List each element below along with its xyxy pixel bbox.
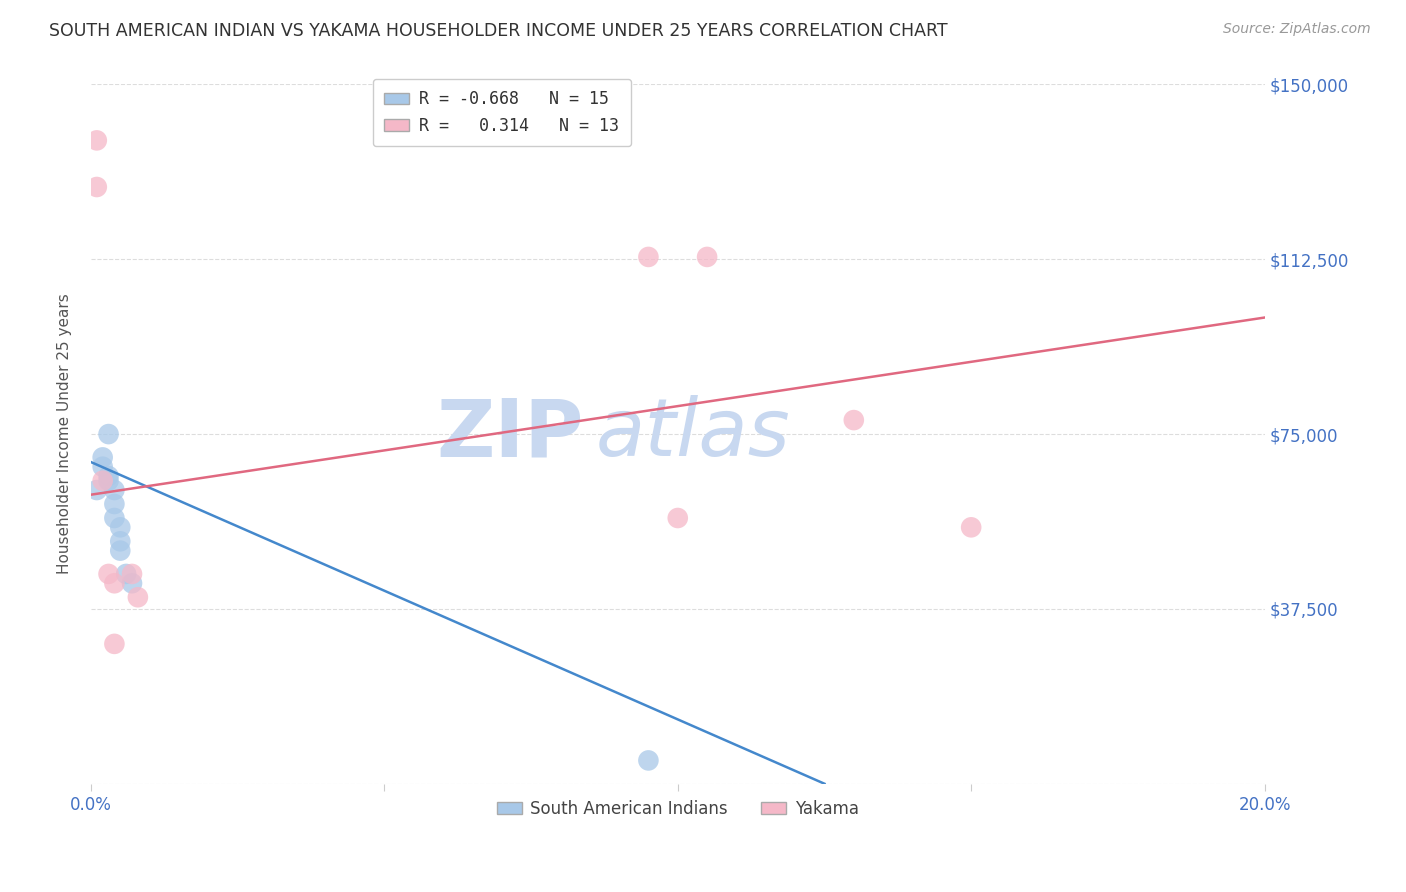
Y-axis label: Householder Income Under 25 years: Householder Income Under 25 years bbox=[58, 293, 72, 574]
Point bbox=[121, 576, 143, 591]
Point bbox=[91, 450, 114, 465]
Point bbox=[91, 459, 114, 474]
Point bbox=[86, 180, 108, 194]
Text: SOUTH AMERICAN INDIAN VS YAKAMA HOUSEHOLDER INCOME UNDER 25 YEARS CORRELATION CH: SOUTH AMERICAN INDIAN VS YAKAMA HOUSEHOL… bbox=[49, 22, 948, 40]
Point bbox=[97, 474, 120, 488]
Point bbox=[103, 511, 125, 525]
Point bbox=[121, 566, 143, 581]
Point bbox=[97, 566, 120, 581]
Text: ZIP: ZIP bbox=[437, 395, 583, 473]
Point bbox=[960, 520, 983, 534]
Point bbox=[110, 543, 132, 558]
Point bbox=[97, 469, 120, 483]
Legend: South American Indians, Yakama: South American Indians, Yakama bbox=[491, 793, 865, 824]
Point bbox=[103, 497, 125, 511]
Point bbox=[110, 534, 132, 549]
Point bbox=[110, 520, 132, 534]
Point bbox=[666, 511, 689, 525]
Text: atlas: atlas bbox=[596, 395, 790, 473]
Text: Source: ZipAtlas.com: Source: ZipAtlas.com bbox=[1223, 22, 1371, 37]
Point bbox=[86, 483, 108, 497]
Point bbox=[91, 474, 114, 488]
Point bbox=[103, 637, 125, 651]
Point bbox=[842, 413, 865, 427]
Point bbox=[86, 133, 108, 147]
Point bbox=[115, 566, 138, 581]
Point bbox=[696, 250, 718, 264]
Point bbox=[103, 576, 125, 591]
Point bbox=[127, 591, 149, 605]
Point bbox=[103, 483, 125, 497]
Point bbox=[637, 250, 659, 264]
Point bbox=[97, 427, 120, 442]
Point bbox=[637, 753, 659, 767]
